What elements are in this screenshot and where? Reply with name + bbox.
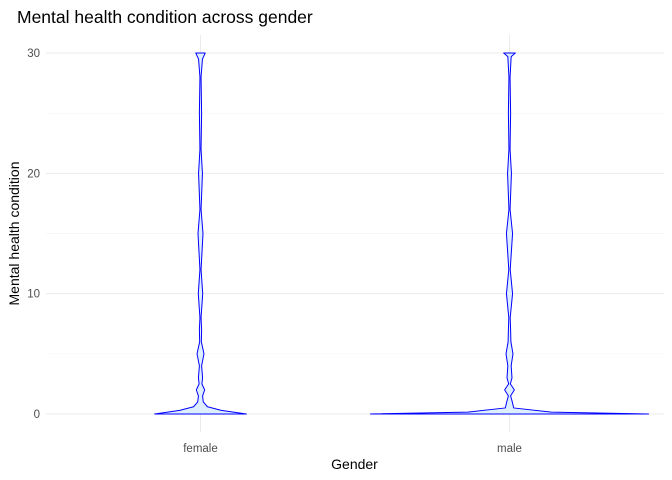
grid-lines xyxy=(46,35,664,432)
violins xyxy=(154,52,650,415)
y-tick-label: 10 xyxy=(27,289,40,301)
axes: 0 10 20 30 female male xyxy=(27,48,522,455)
y-tick-label: 20 xyxy=(27,168,40,180)
chart-title: Mental health condition across gender xyxy=(17,7,313,27)
x-tick-label-female: female xyxy=(183,443,218,455)
y-tick-label: 0 xyxy=(34,409,40,421)
y-axis-title: Mental health condition xyxy=(6,162,22,306)
x-tick-label-male: male xyxy=(497,443,522,455)
violin-male xyxy=(369,52,650,415)
y-tick-label: 30 xyxy=(27,48,40,60)
x-axis-title: Gender xyxy=(331,456,378,472)
violin-female xyxy=(154,52,247,415)
